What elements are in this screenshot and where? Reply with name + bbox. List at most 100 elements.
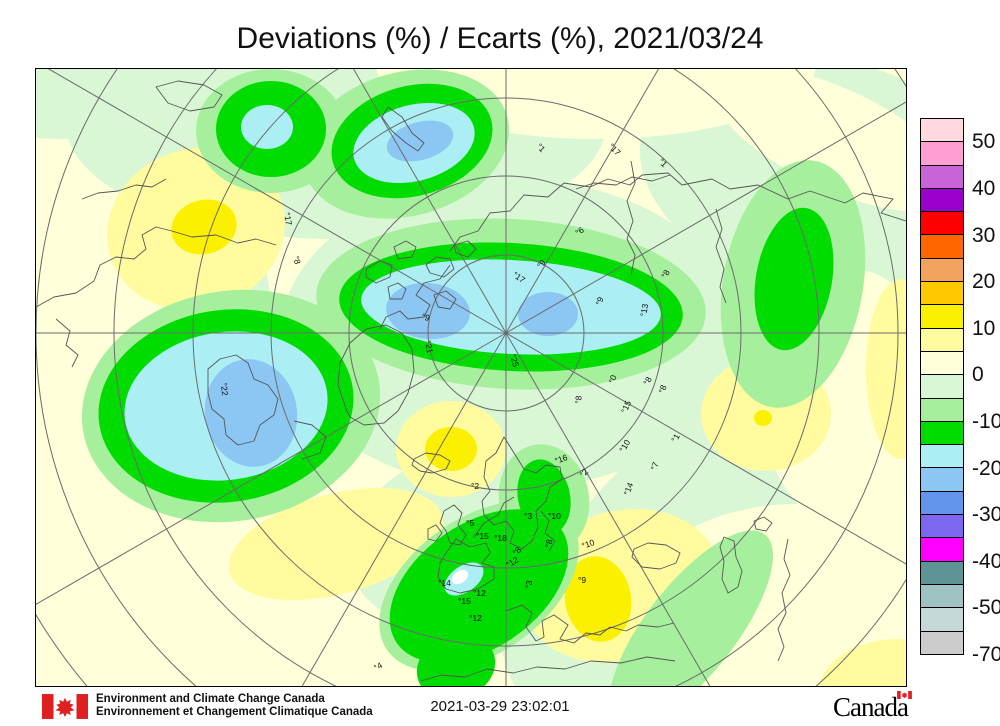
contour-fill-region [36,69,176,139]
canada-wordmark: Canada [833,691,912,723]
legend-color-boxes [920,118,964,655]
contour-fill-region [711,69,906,212]
contour-value-label: °9 [593,295,605,306]
coastline-path [453,240,477,258]
legend-color-box [920,304,964,329]
coastline-path [437,538,495,594]
legend-tick-label: 10 [972,316,996,340]
coastline-path [505,604,675,644]
map-layers: °17°8°9°21°25°17°9°9°0°15°8°1 °17°1°6°13°… [36,69,906,686]
meridian-line [47,69,507,334]
legend-color-box [920,490,964,516]
coastlines [36,80,906,682]
coastline-path [449,172,906,252]
legend-color-box [920,118,964,143]
legend-tick-label: -30 [972,503,1000,527]
contour-fill-region [564,556,632,642]
contour-value-label: °3 [523,579,534,589]
contour-fill-region [866,279,906,459]
coastline-path [387,282,407,300]
coastline-path [393,240,417,260]
legend-color-box [920,467,964,492]
coastline-path [715,208,727,304]
coastline-path [473,496,515,538]
coastline-path [719,536,743,594]
contour-value-label: °0 [606,373,618,384]
coastline-path [381,106,425,152]
legend-color-box [920,164,964,189]
legend-color-box [920,397,964,422]
coastline-path [631,542,681,570]
coastline-path [439,504,467,546]
legend-color-box [920,607,964,632]
coastline-path [36,226,173,308]
contour-value-label: °5 [466,518,474,528]
coastline-path [55,318,79,368]
anomaly-contour-map: °17°8°9°21°25°17°9°9°0°15°8°1 °17°1°6°13°… [36,69,906,686]
meridian-line [301,332,507,686]
contour-fill-region [451,569,469,585]
contour-fill-region [609,530,773,686]
coastline-path [293,420,327,460]
contour-value-label: °13 [638,303,650,318]
coastline-path [420,656,676,682]
legend-tick-label: -10 [972,409,1000,433]
contour-value-label: °18 [494,533,507,543]
department-name-en: Environment and Climate Change Canada [96,693,325,705]
legend-color-box [920,583,964,609]
coastline-path [777,538,791,662]
meridian-line [505,69,659,334]
legend-color-box [920,630,964,655]
contour-value-label: °15 [476,531,489,541]
contour-fill-region [386,282,470,340]
contour-value-label: °9 [420,311,431,323]
contour-value-label: °12 [473,588,486,598]
coastline-path [540,510,556,552]
coastline-path [575,174,671,190]
contour-value-label: °8 [656,383,668,394]
contour-value-label: °15 [458,596,471,606]
coastline-path [425,256,455,278]
contour-fill-region [754,207,834,351]
contour-value-label: °9 [578,575,586,585]
legend-tick-label: -20 [972,456,1000,480]
legend-color-box [920,514,964,539]
generation-timestamp: 2021-03-29 23:02:01 [430,698,570,715]
legend-color-box [920,211,964,236]
legend-tick-label: -50 [972,596,1000,620]
legend-tick-label: 30 [972,223,996,247]
coastline-path [171,230,277,246]
legend-tick-label: 40 [972,176,996,200]
meridian-line [36,332,507,605]
legend-tick-label: -70 [972,642,1000,666]
contour-value-label: °14 [621,481,635,497]
contour-fill-region [228,487,444,601]
contour-fill-region [171,199,237,255]
legend-color-box [920,141,964,166]
legend-color-box [920,420,964,446]
contour-value-label: °14 [438,578,451,588]
contour-value-label: °2 [471,481,479,491]
contour-fill-region [425,427,477,471]
meridian-line [505,332,711,686]
coastline-path [433,290,457,310]
coastline-path [81,178,167,200]
coastline-path [411,452,451,474]
contour-value-label: °8 [573,395,584,404]
contour-value-label: °21 [423,340,435,355]
map-frame: °17 °8 °9 °21 °25 °17 °9 °9 °0 °15 °8 °1 °17 °1 °6 °13 °… [35,68,907,687]
contour-value-label: °25 [508,353,521,368]
legend-color-box [920,444,964,469]
contour-value-label: °7 [648,460,660,471]
contour-fill-region [818,639,906,686]
coastline-path [427,524,443,542]
legend-color-box [920,234,964,259]
contour-fill-region [518,292,578,336]
contour-value-label: °8 [291,255,303,266]
contour-fill-region [386,120,454,162]
legend-color-box [920,257,964,283]
coastline-path [207,354,279,446]
legend-color-box [920,374,964,399]
legend-color-box [920,327,964,352]
